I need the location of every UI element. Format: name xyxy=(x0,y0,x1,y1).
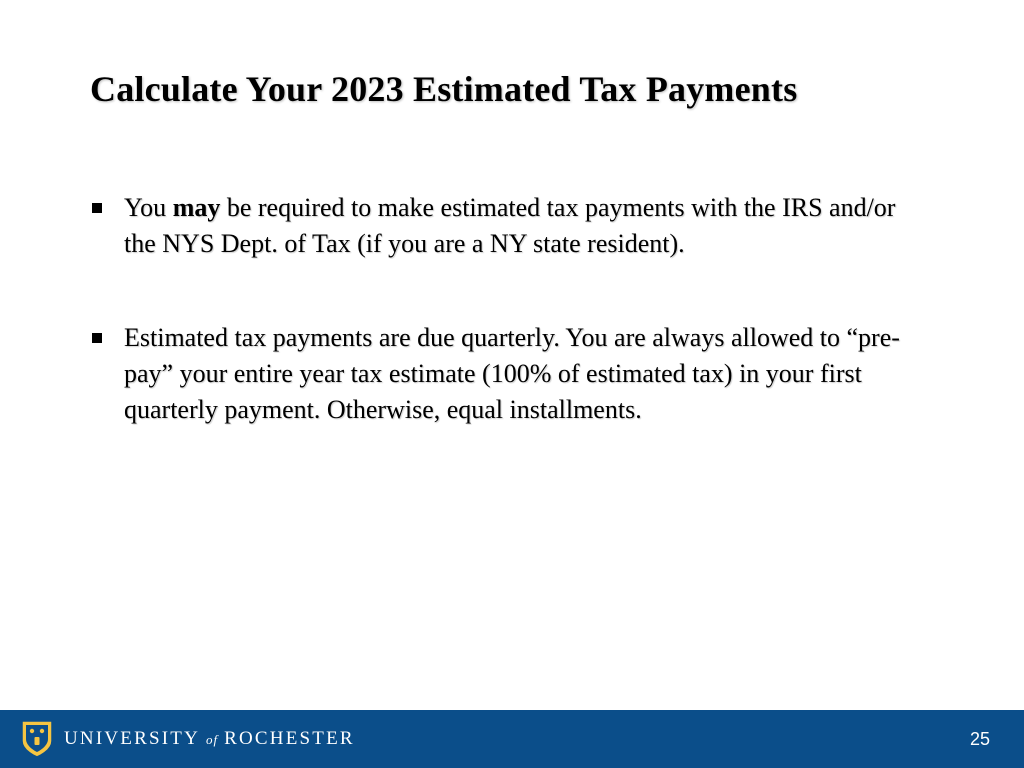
bullet-text-bold: may xyxy=(173,193,221,222)
bullet-marker-icon xyxy=(92,203,102,213)
bullet-text-pre: You xyxy=(124,193,173,222)
bullet-item: Estimated tax payments are due quarterly… xyxy=(92,320,932,428)
bullet-marker-icon xyxy=(92,333,102,343)
footer-logo: UNIVERSITY of ROCHESTER xyxy=(20,719,355,759)
bullet-item: You may be required to make estimated ta… xyxy=(92,190,932,262)
wordmark-rochester: ROCHESTER xyxy=(224,728,355,750)
footer-wordmark: UNIVERSITY of ROCHESTER xyxy=(64,728,355,750)
bullet-text: You may be required to make estimated ta… xyxy=(124,190,932,262)
page-number: 25 xyxy=(970,729,990,750)
bullet-text: Estimated tax payments are due quarterly… xyxy=(124,320,932,428)
wordmark-university: UNIVERSITY xyxy=(64,728,200,750)
shield-icon xyxy=(20,719,54,759)
slide-title: Calculate Your 2023 Estimated Tax Paymen… xyxy=(90,68,797,110)
wordmark-of: of xyxy=(206,732,218,748)
bullet-text-post: be required to make estimated tax paymen… xyxy=(124,193,895,258)
slide-footer: UNIVERSITY of ROCHESTER 25 xyxy=(0,710,1024,768)
slide: Calculate Your 2023 Estimated Tax Paymen… xyxy=(0,0,1024,768)
bullet-text-pre: Estimated tax payments are due quarterly… xyxy=(124,323,900,424)
slide-content: You may be required to make estimated ta… xyxy=(92,190,932,485)
